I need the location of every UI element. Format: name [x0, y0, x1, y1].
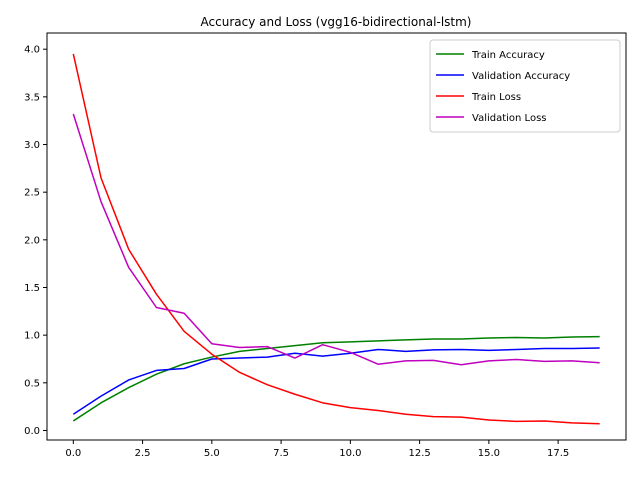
x-tick-label: 12.5: [408, 448, 430, 459]
y-tick-label: 0.5: [24, 378, 40, 389]
x-tick-label: 17.5: [547, 448, 569, 459]
y-tick-label: 1.0: [24, 331, 40, 342]
y-tick-label: 0.0: [24, 426, 40, 437]
x-axis: 0.0 2.5 5.0 7.5 10.0 12.5 15.0 17.5: [65, 440, 569, 459]
y-tick-label: 3.0: [24, 140, 40, 151]
plot-area: [46, 32, 627, 441]
legend-label-validation-loss: Validation Loss: [472, 113, 547, 124]
legend-label-train-loss: Train Loss: [471, 92, 521, 103]
y-tick-label: 3.5: [24, 92, 40, 103]
x-tick-label: 15.0: [478, 448, 500, 459]
x-tick-label: 7.5: [273, 448, 289, 459]
legend-label-train-accuracy: Train Accuracy: [471, 50, 545, 61]
y-tick-label: 1.5: [24, 283, 40, 294]
series-line-train-accuracy: [72, 335, 600, 422]
chart-title: Accuracy and Loss (vgg16-bidirectional-l…: [201, 15, 472, 29]
y-tick-label: 4.0: [24, 45, 40, 56]
x-tick-label: 0.0: [65, 448, 81, 459]
series-line-validation-loss: [72, 113, 600, 366]
series-line-validation-accuracy: [72, 347, 600, 415]
y-tick-label: 2.5: [24, 188, 40, 199]
legend-label-validation-accuracy: Validation Accuracy: [472, 71, 570, 82]
y-axis: 0.0 0.5 1.0 1.5 2.0 2.5 3.0 3.5 4.0: [24, 45, 47, 437]
x-tick-label: 2.5: [135, 448, 151, 459]
y-tick-label: 2.0: [24, 235, 40, 246]
x-tick-label: 5.0: [204, 448, 220, 459]
series-lines: [72, 53, 600, 425]
x-tick-label: 10.0: [339, 448, 361, 459]
legend-box: [429, 39, 621, 133]
series-line-train-loss: [72, 53, 600, 425]
legend: Train Accuracy Validation Accuracy Train L…: [429, 39, 621, 133]
